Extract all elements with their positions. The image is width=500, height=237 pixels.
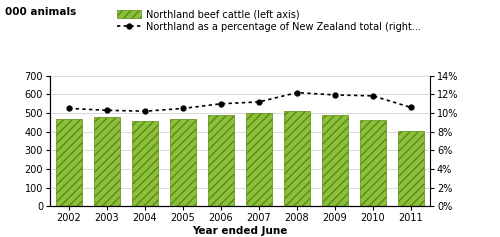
Bar [398,131,424,206]
Text: 000 animals: 000 animals [5,7,76,17]
Bar [170,119,196,206]
Bar [132,121,158,206]
Bar [246,113,272,206]
Legend: Northland beef cattle (left axis), Northland as a percentage of New Zealand tota: Northland beef cattle (left axis), North… [115,7,423,34]
Bar [56,119,82,206]
X-axis label: Year ended June: Year ended June [192,226,288,236]
Bar [360,120,386,206]
Bar [284,111,310,206]
Bar [208,115,234,206]
Bar [322,115,348,206]
Bar [94,117,120,206]
